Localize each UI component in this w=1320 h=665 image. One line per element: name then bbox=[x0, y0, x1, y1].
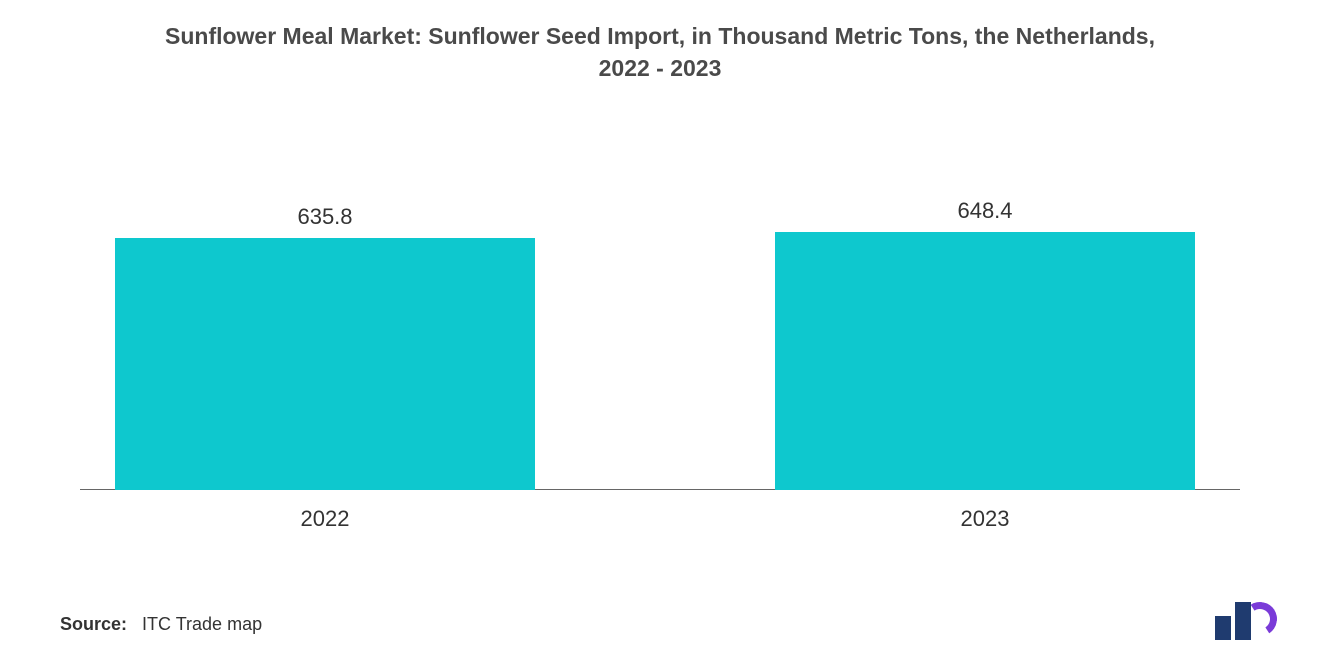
bar-value-label: 635.8 bbox=[115, 204, 535, 230]
bar-value-label: 648.4 bbox=[775, 198, 1195, 224]
chart-area: 635.8 2022 648.4 2023 bbox=[80, 145, 1240, 545]
source-label: Source: bbox=[60, 614, 127, 634]
logo-bar-icon bbox=[1215, 616, 1231, 640]
bar-category-label: 2023 bbox=[775, 506, 1195, 532]
title-line-2: 2022 - 2023 bbox=[599, 55, 722, 81]
chart-title: Sunflower Meal Market: Sunflower Seed Im… bbox=[0, 0, 1320, 84]
title-line-1: Sunflower Meal Market: Sunflower Seed Im… bbox=[165, 23, 1155, 49]
bar-category-label: 2022 bbox=[115, 506, 535, 532]
bar-2023 bbox=[775, 232, 1195, 490]
bar-2022 bbox=[115, 238, 535, 490]
brand-logo bbox=[1215, 600, 1275, 640]
source-text: ITC Trade map bbox=[142, 614, 262, 634]
source-citation: Source: ITC Trade map bbox=[60, 614, 262, 635]
